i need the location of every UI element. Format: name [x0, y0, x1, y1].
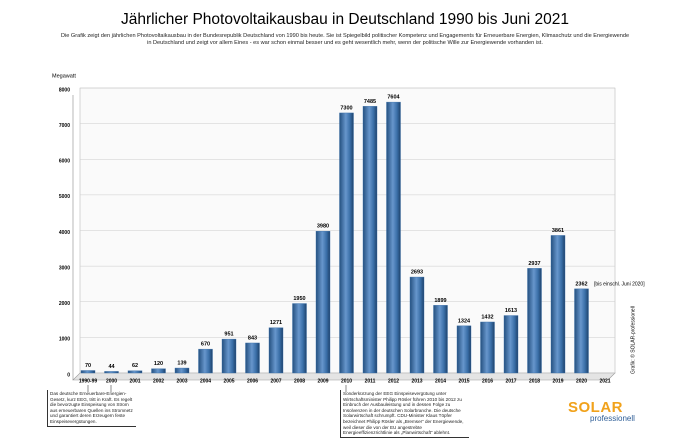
value-label: 139 — [177, 361, 186, 367]
y-tick-label: 0 — [67, 372, 70, 378]
bar — [151, 368, 166, 374]
x-tick-label: 2006 — [247, 378, 258, 384]
y-tick-label: 3000 — [59, 265, 70, 271]
logo-sub: professionell — [590, 414, 635, 423]
credit: Grafik: © SOLAR-professionell — [629, 306, 636, 374]
x-tick-label: 2020 — [576, 378, 587, 384]
bar — [433, 305, 448, 374]
value-label: 1899 — [434, 298, 446, 304]
value-label: 1950 — [293, 296, 305, 302]
value-label: 62 — [132, 363, 138, 369]
x-tick-label: 2011 — [365, 378, 376, 384]
value-label: 1613 — [505, 308, 517, 314]
x-tick-label: 2007 — [270, 378, 281, 384]
note: Das deutsche Erneuerbare-Energien-Gesetz… — [47, 390, 136, 427]
bar — [268, 327, 284, 374]
bar — [104, 371, 119, 374]
value-label: 7485 — [364, 99, 376, 105]
x-tick-label: 2003 — [176, 378, 187, 384]
logo: SOLAR professionell — [568, 399, 635, 423]
bar — [174, 367, 190, 374]
bar — [245, 342, 260, 374]
bar — [386, 101, 401, 374]
value-label: 2362 — [575, 281, 587, 287]
x-tick-label: 2013 — [411, 378, 422, 384]
bar — [480, 321, 495, 374]
bar — [503, 315, 519, 374]
bar — [574, 288, 589, 374]
x-tick-label: 2016 — [482, 378, 493, 384]
y-tick-label: 6000 — [59, 159, 70, 165]
bar — [315, 231, 331, 374]
x-tick-label: 2008 — [294, 378, 305, 384]
value-label: 2693 — [411, 270, 423, 276]
x-tick-label: 2021 — [599, 378, 610, 384]
subtitle: Die Grafik zeigt den jährlichen Photovol… — [60, 33, 630, 46]
value-label: 1271 — [270, 320, 282, 326]
x-tick-label: 2015 — [458, 378, 469, 384]
logo-name: SOLAR — [568, 399, 623, 416]
y-tick-label: 4000 — [59, 230, 70, 236]
y-tick-label: 2000 — [59, 301, 70, 307]
bar — [80, 370, 96, 374]
x-tick-label: 2001 — [129, 378, 140, 384]
value-label: 70 — [85, 363, 91, 369]
x-tick-label: 2014 — [435, 378, 446, 384]
bar — [339, 112, 354, 374]
value-label: 670 — [201, 342, 210, 348]
value-label: 1324 — [458, 318, 471, 324]
bar — [198, 348, 213, 374]
x-tick-label: 2017 — [505, 378, 516, 384]
value-label: 3980 — [317, 224, 329, 230]
value-label: 951 — [224, 332, 233, 338]
y-tick-label: 8000 — [59, 87, 70, 93]
value-label: 7300 — [340, 105, 352, 111]
x-tick-label: 2005 — [223, 378, 234, 384]
value-label: 3861 — [552, 228, 564, 234]
x-tick-label: 2012 — [388, 378, 399, 384]
chart-title: Jährlicher Photovoltaikausbau in Deutsch… — [121, 11, 569, 28]
value-label: 120 — [154, 361, 163, 367]
value-label: 7604 — [387, 95, 400, 101]
annotation: [bis einschl. Juni 2020] — [594, 281, 645, 287]
x-tick-label: 2002 — [153, 378, 164, 384]
x-tick-label: 1990-99 — [79, 378, 98, 384]
x-tick-label: 2019 — [552, 378, 563, 384]
value-label: 44 — [108, 364, 115, 370]
bar — [362, 106, 378, 374]
x-tick-label: 2000 — [106, 378, 117, 384]
bar — [409, 276, 425, 374]
x-tick-label: 2018 — [529, 378, 540, 384]
bar — [127, 370, 143, 374]
value-label: 2937 — [528, 261, 540, 267]
y-tick-label: 1000 — [59, 337, 70, 343]
value-label: 843 — [248, 335, 257, 341]
y-axis-label: Megawatt — [52, 73, 76, 79]
bar — [292, 303, 307, 374]
bar — [456, 325, 472, 374]
bar — [550, 235, 566, 374]
x-tick-label: 2009 — [317, 378, 328, 384]
bar — [527, 268, 542, 374]
x-tick-label: 2010 — [341, 378, 352, 384]
x-tick-label: 2004 — [200, 378, 211, 384]
value-label: 1432 — [481, 314, 493, 320]
bar — [221, 338, 237, 374]
y-tick-label: 5000 — [59, 194, 70, 200]
y-tick-label: 7000 — [59, 123, 70, 129]
